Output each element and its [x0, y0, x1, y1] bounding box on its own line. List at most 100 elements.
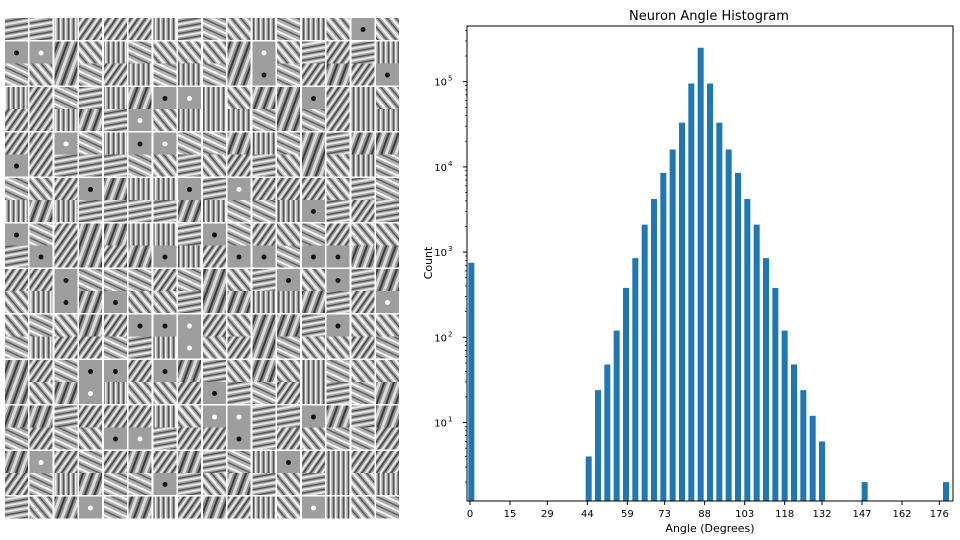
filter-dot — [261, 254, 267, 260]
filter-dot — [335, 254, 341, 260]
filter-dot — [63, 278, 69, 283]
filter-dot — [38, 254, 44, 260]
filter-tile — [178, 405, 201, 428]
filter-tile — [153, 200, 177, 222]
filter-tile — [104, 178, 127, 200]
filter-tile — [252, 427, 276, 450]
filter-tile — [29, 223, 53, 246]
filter-tile — [252, 336, 276, 359]
filter-tile — [5, 473, 28, 495]
filter-grid-image — [5, 18, 399, 519]
filter-tile — [277, 382, 300, 404]
filter-tile — [252, 269, 276, 291]
filter-block — [252, 382, 300, 428]
filter-tile — [128, 336, 152, 359]
histogram-bars — [468, 47, 949, 502]
filter-tile — [5, 496, 28, 519]
filter-block — [351, 336, 399, 382]
filter-dot — [236, 187, 242, 192]
filter-tile — [5, 200, 28, 222]
histogram-bar — [753, 224, 760, 501]
filter-block — [104, 109, 152, 155]
filter-tile — [79, 291, 102, 313]
filter-tile — [326, 360, 350, 382]
filter-tile — [252, 178, 276, 200]
filter-block — [5, 200, 53, 246]
histogram-bar — [660, 172, 667, 502]
filter-block — [203, 109, 251, 155]
filter-tile — [153, 291, 177, 313]
filter-dot — [236, 436, 242, 442]
filter-block — [203, 336, 251, 382]
filter-tile — [79, 109, 102, 131]
filter-tile — [153, 336, 177, 359]
filter-block — [252, 109, 300, 155]
filter-tile — [351, 154, 375, 177]
histogram-bar — [809, 415, 816, 501]
filter-tile — [5, 245, 28, 268]
filter-tile — [277, 18, 300, 40]
filter-tile — [29, 63, 53, 86]
filter-tile — [252, 473, 276, 495]
filter-dot — [385, 72, 390, 78]
filter-dot — [236, 414, 242, 420]
filter-block — [54, 291, 102, 337]
filter-tile — [54, 178, 78, 200]
filter-block — [54, 382, 102, 428]
filter-tile — [277, 360, 300, 382]
filter-dot — [212, 232, 217, 238]
filter-block — [252, 63, 300, 109]
filter-block — [351, 382, 399, 428]
histogram-bar — [772, 287, 779, 501]
filter-tile — [376, 360, 399, 382]
x-tick-label: 44 — [581, 509, 594, 520]
filter-tile — [376, 336, 399, 359]
y-tick-label: 10 — [434, 419, 447, 430]
filter-tile — [277, 245, 300, 268]
filter-tile — [203, 427, 226, 450]
filter-block — [104, 245, 152, 291]
filter-dot — [187, 323, 192, 329]
filter-block — [54, 336, 102, 382]
filter-tile — [302, 269, 325, 291]
filter-tile — [252, 154, 276, 177]
filter-tile — [153, 41, 177, 64]
filter-tile — [178, 154, 201, 177]
filter-block — [351, 200, 399, 246]
filter-tile — [54, 427, 78, 450]
filter-block — [54, 154, 102, 200]
filter-tile — [326, 87, 350, 109]
filter-tile — [326, 473, 350, 495]
filter-tile — [326, 132, 350, 155]
filter-block — [153, 427, 201, 473]
filter-block — [302, 336, 350, 382]
filter-tile — [5, 427, 28, 450]
filter-block — [54, 18, 102, 64]
filter-tile — [326, 178, 350, 200]
filter-tile — [252, 87, 276, 109]
filter-tile — [376, 382, 399, 404]
filter-block — [302, 200, 350, 246]
histogram-bar — [943, 482, 949, 501]
filter-block — [54, 109, 102, 155]
histogram-bar — [819, 441, 825, 501]
x-tick-label: 147 — [852, 509, 871, 520]
filter-dot — [385, 300, 390, 305]
filter-dot — [113, 436, 118, 442]
filter-tile — [128, 200, 152, 222]
filter-tile — [178, 291, 201, 313]
filter-dot — [311, 505, 316, 511]
filter-tile — [54, 18, 78, 40]
filter-tile — [302, 314, 325, 337]
filter-dot — [113, 300, 118, 305]
filter-block — [203, 63, 251, 109]
filter-tile — [227, 154, 251, 177]
filter-block — [5, 18, 53, 64]
filter-tile — [351, 382, 375, 404]
filter-tile — [227, 291, 251, 313]
histogram-bar — [735, 172, 741, 502]
filter-tile — [252, 200, 276, 222]
filter-tile — [326, 336, 350, 359]
filter-tile — [326, 154, 350, 177]
